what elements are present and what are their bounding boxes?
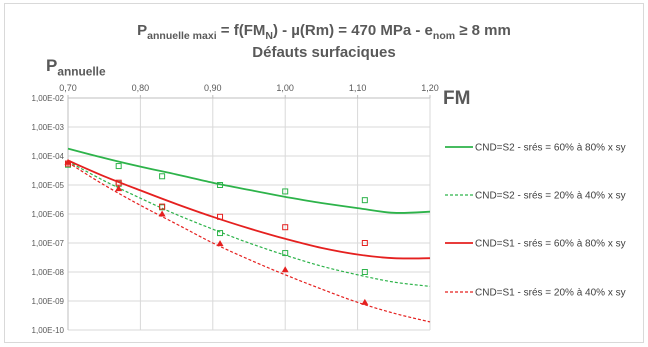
data-point xyxy=(361,269,368,275)
y-tick-label: 1,00E-03 xyxy=(32,123,65,132)
data-point xyxy=(159,203,166,210)
legend-label: CND=S2 - srés = 60% à 80% x sy xyxy=(475,143,626,154)
data-point xyxy=(159,173,166,180)
legend-label: CND=S2 - srés = 20% à 40% x sy xyxy=(475,191,626,202)
data-point xyxy=(217,213,224,220)
series-line xyxy=(67,147,431,214)
data-point xyxy=(361,240,368,246)
y-tick-label: 1,00E-07 xyxy=(32,239,65,248)
x-axis-label: FM xyxy=(443,88,471,109)
chart-title: Pannuelle maxi = f(FMN) - µ(Rm) = 470 MP… xyxy=(137,22,511,42)
data-point xyxy=(216,240,224,247)
y-tick-label: 1,00E-02 xyxy=(32,94,65,103)
data-point xyxy=(361,298,369,305)
data-point xyxy=(64,158,72,165)
data-point xyxy=(115,185,123,192)
data-point xyxy=(217,182,224,188)
data-point xyxy=(281,266,289,273)
data-point xyxy=(158,210,166,217)
data-point xyxy=(282,250,289,257)
y-tick-label: 1,00E-05 xyxy=(32,181,65,190)
y-tick-label: 1,00E-06 xyxy=(32,210,65,219)
y-tick-label: 1,00E-04 xyxy=(32,152,65,161)
x-tick-label: 0,80 xyxy=(132,83,150,93)
x-tick-label: 1,20 xyxy=(421,83,439,93)
data-point xyxy=(282,224,289,231)
y-axis-label: Pannuelle xyxy=(46,56,106,79)
y-tick-label: 1,00E-09 xyxy=(32,297,65,306)
series-line xyxy=(67,160,431,287)
series-line xyxy=(67,161,431,323)
x-tick-label: 0,90 xyxy=(204,83,222,93)
y-tick-label: 1,00E-08 xyxy=(32,268,65,277)
data-point xyxy=(115,163,122,170)
data-point xyxy=(217,230,224,237)
data-point xyxy=(361,197,368,204)
legend-label: CND=S1 - srés = 60% à 80% x sy xyxy=(475,239,626,250)
x-tick-label: 0,70 xyxy=(59,83,77,93)
x-tick-label: 1,10 xyxy=(349,83,367,93)
legend-label: CND=S1 - srés = 20% à 40% x sy xyxy=(475,288,626,299)
chart-subtitle: Défauts surfaciques xyxy=(252,44,396,61)
x-tick-label: 1,00 xyxy=(276,83,294,93)
y-tick-label: 1,00E-10 xyxy=(32,326,65,335)
chart-frame xyxy=(4,3,644,343)
series-1 xyxy=(67,147,431,214)
series-4 xyxy=(64,158,431,323)
data-point xyxy=(282,188,289,195)
series-line xyxy=(67,159,431,260)
